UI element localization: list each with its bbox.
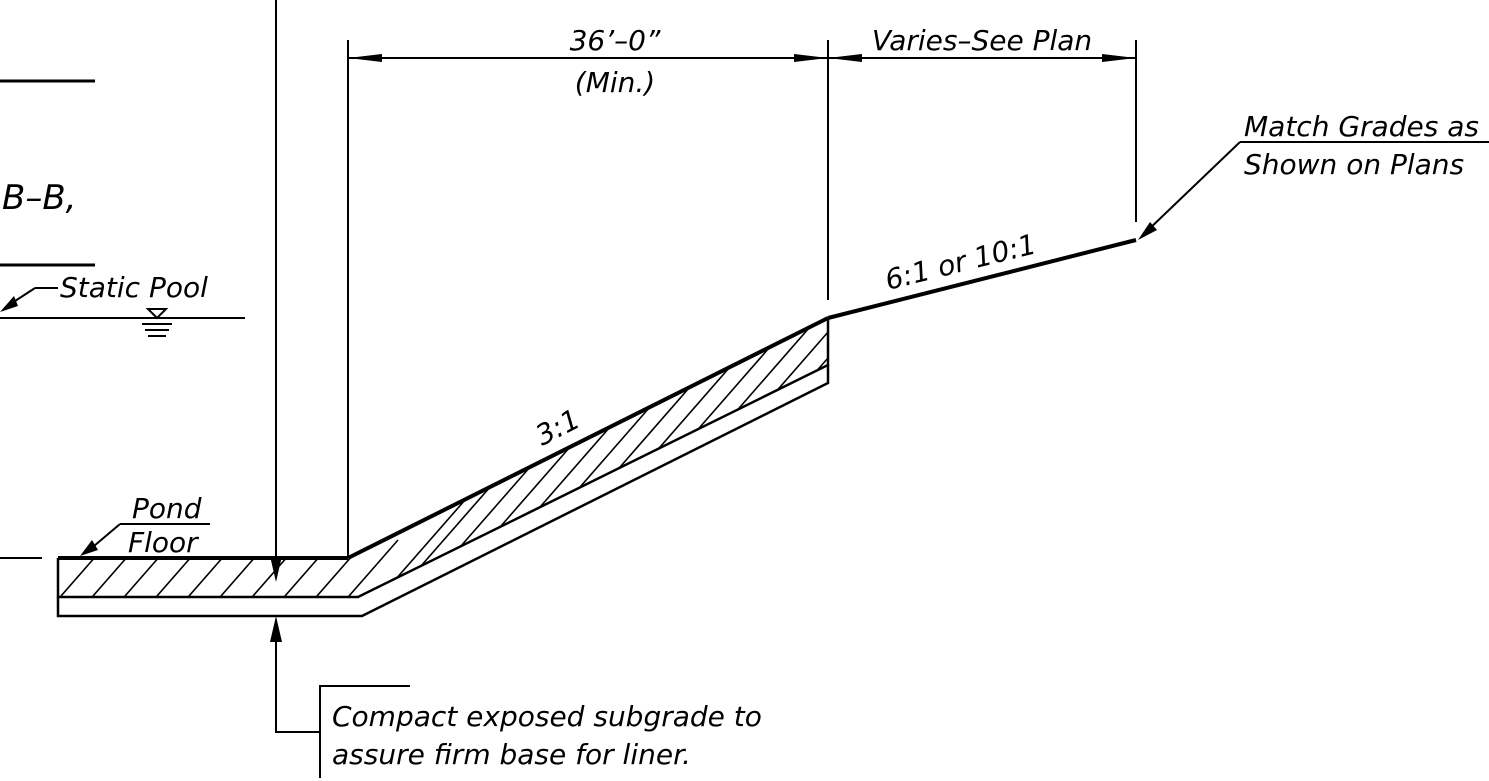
compact-note-line2: assure firm base for liner.: [332, 738, 691, 771]
static-pool-leader-diag: [11, 287, 36, 304]
dim-36ft-label: 36’–0”: [570, 24, 661, 57]
dim-36ft-arrow-left: [348, 54, 382, 62]
compact-note-line1: Compact exposed subgrade to: [332, 700, 762, 733]
static-pool-leader-arrowhead: [0, 296, 18, 312]
section-mark-label: B–B,: [2, 178, 76, 218]
match-grades-line2: Shown on Plans: [1244, 148, 1464, 181]
subgrade-bottom-line: [56, 365, 830, 618]
dim-varies-arrow-left: [828, 54, 862, 62]
static-pool-label: Static Pool: [60, 271, 208, 304]
liner-bottom-line: [56, 318, 830, 599]
subgrade-note-bracket: [319, 685, 410, 778]
dim-varies-arrow-right: [1102, 54, 1136, 62]
subgrade-leader: [275, 640, 320, 733]
dim-varies-label: Varies–See Plan: [872, 24, 1092, 57]
water-level-symbol: [142, 308, 172, 337]
pond-label-line1: Pond: [132, 492, 202, 525]
subgrade-arrowhead-up: [270, 616, 282, 642]
match-grades-line1: Match Grades as: [1244, 110, 1479, 143]
match-grades-arrowhead: [1138, 222, 1157, 240]
pond-leader: [93, 523, 121, 547]
pond-label-line2: Floor: [128, 526, 199, 559]
pond-leader-arrowhead: [80, 540, 98, 556]
match-grades-leader: [1145, 141, 1241, 233]
side-slope-3to1-line: [347, 316, 829, 560]
dim-36ft-note: (Min.): [575, 66, 655, 99]
dim-36ft-arrow-right: [794, 54, 828, 62]
upper-slope-line: [827, 238, 1137, 320]
